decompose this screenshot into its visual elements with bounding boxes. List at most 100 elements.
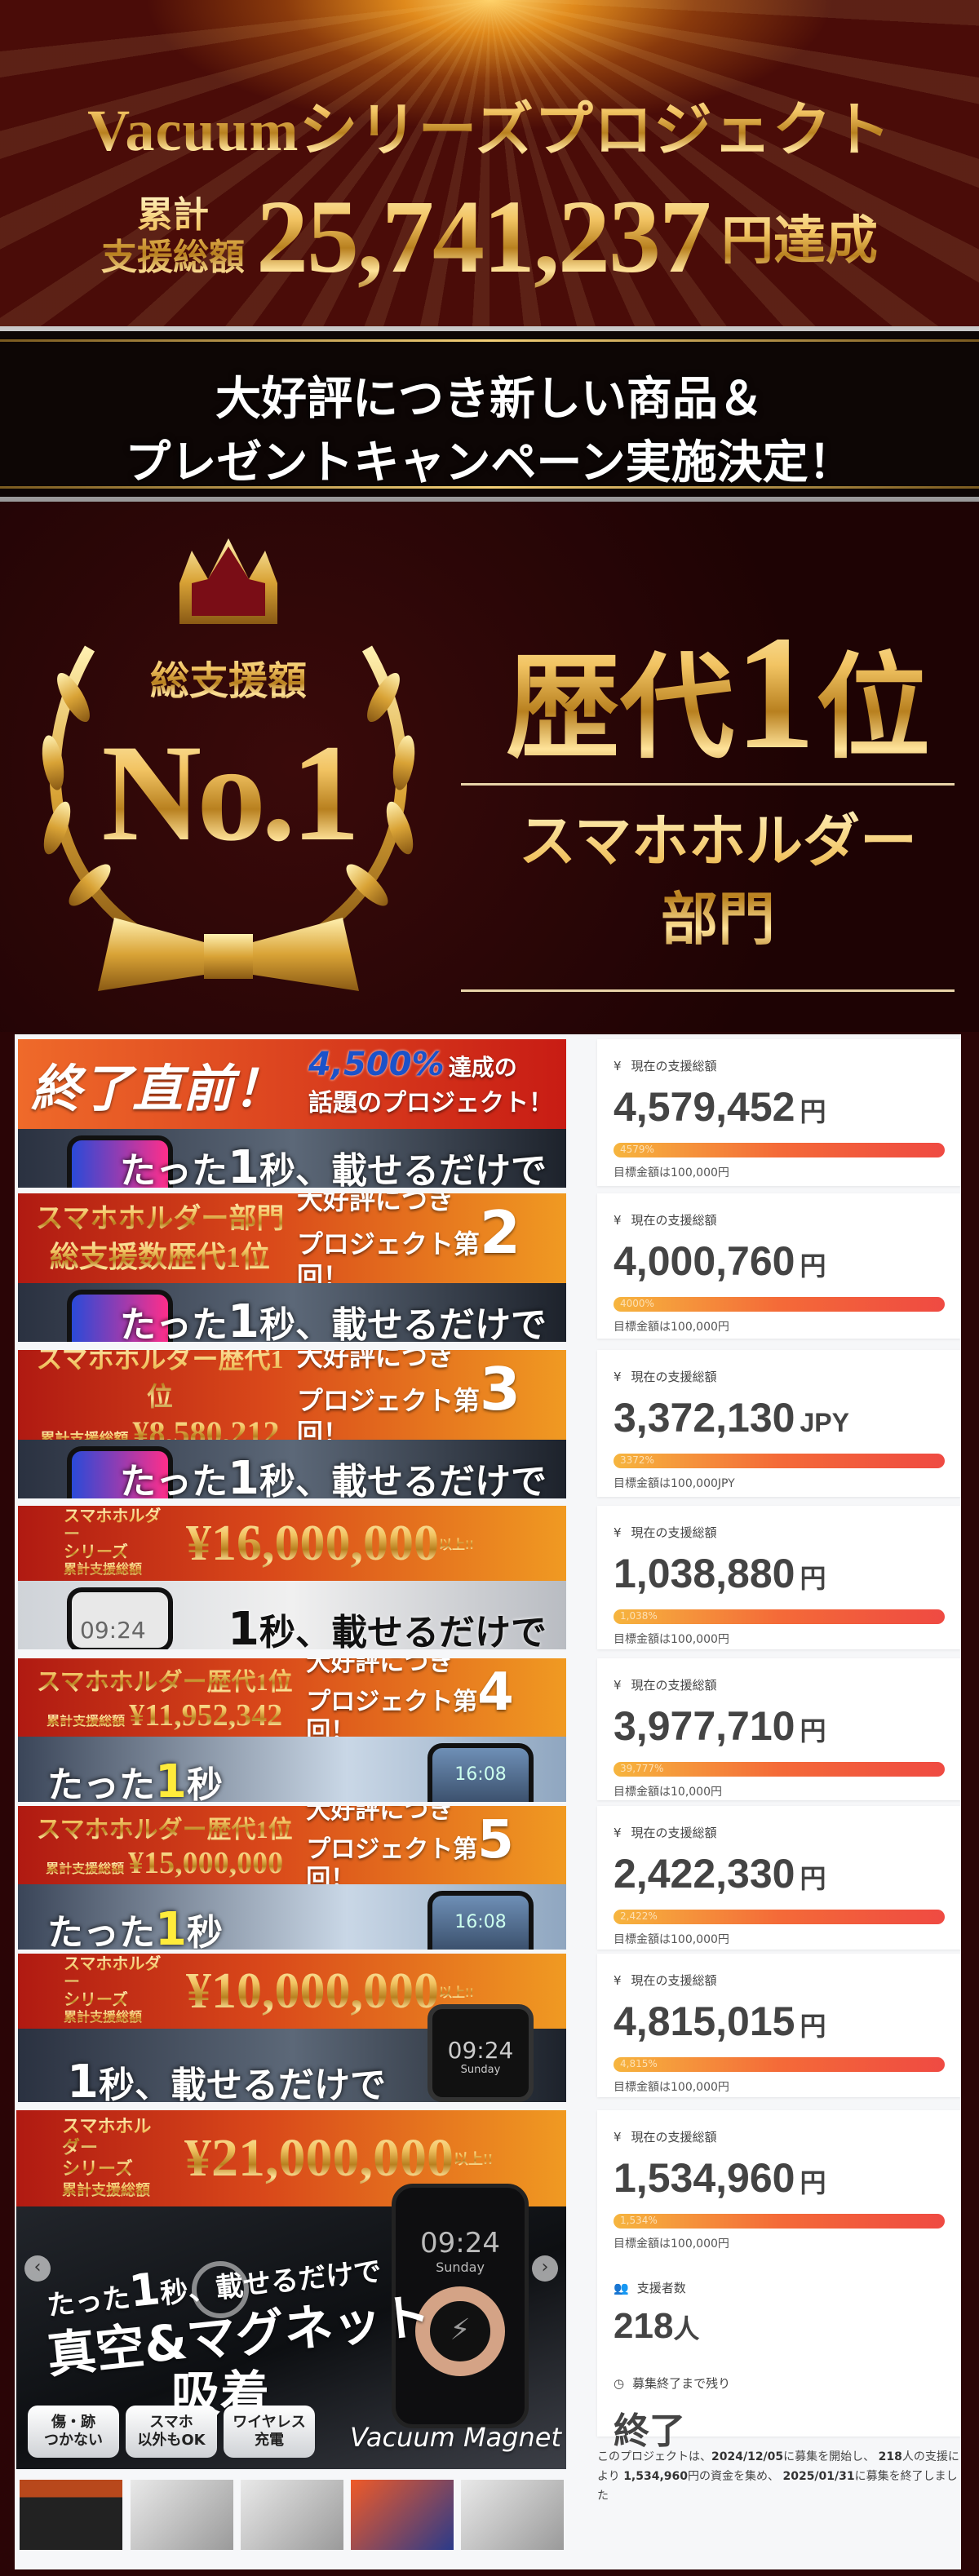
rank-category: スマホホルダー 部門 bbox=[457, 803, 979, 960]
phone-clock: 16:08 bbox=[427, 1891, 534, 1950]
project-text: プロジェクト第 bbox=[296, 1228, 480, 1259]
series-line1: スマホホルダー bbox=[64, 1955, 170, 1991]
goal-amount: 目標金額は100,000JPY bbox=[614, 1477, 735, 1490]
divider bbox=[461, 989, 955, 992]
project-banner-7[interactable]: スマホホルダー シリーズ 累計支援総額 ¥10,000,000 以上!! 09:… bbox=[18, 1954, 566, 2102]
goal-amount: 目標金額は100,000円 bbox=[614, 2081, 729, 2094]
banner-caption: たった1秒、載せるだけで bbox=[120, 1141, 547, 1188]
series-amount: ¥10,000,000 bbox=[186, 1963, 439, 2019]
chevron-left-icon[interactable]: ‹ bbox=[24, 2255, 51, 2282]
phone-day: Sunday bbox=[436, 2260, 485, 2275]
banner-percent: 4,500% bbox=[308, 1046, 445, 1083]
award-block: スマホホルダー歴代1位 累計支援総額 ¥15,000,000 bbox=[31, 1809, 298, 1881]
progress-bar-fill bbox=[614, 1454, 945, 1468]
progress-percent: 2,422% bbox=[620, 1910, 658, 1922]
yen-icon: ¥ bbox=[614, 1677, 622, 1693]
series-line3: 累計支援総額 bbox=[62, 2180, 168, 2201]
project-banner-2[interactable]: スマホホルダー部門 総支援数歴代1位 大好評につき プロジェクト第2回！ たった… bbox=[18, 1193, 566, 1342]
progress-bar-fill bbox=[614, 1910, 945, 1924]
project-text: プロジェクト第 bbox=[306, 1835, 478, 1864]
banner-photo: 16:08 たった1秒 bbox=[18, 1884, 566, 1950]
banner-caption: たった1秒 bbox=[47, 1755, 223, 1802]
project-text: プロジェクト第 bbox=[306, 1688, 478, 1716]
funding-card: ¥ 現在の支援総額 3,977,710 円 39,777% 目標金額は10,000円 bbox=[597, 1658, 961, 1800]
rank-post: 位 bbox=[816, 646, 931, 772]
progress-percent: 3372% bbox=[620, 1454, 654, 1466]
banner-photo: 09:24 Sunday 1秒、載せるだけで bbox=[18, 2004, 566, 2102]
feature-badge: ワイヤレス 充電 bbox=[224, 2406, 315, 2458]
rank-category-line1: スマホホルダー bbox=[519, 811, 917, 874]
popular-text: 大好評につき bbox=[296, 1193, 454, 1215]
series-line1: スマホホルダー bbox=[64, 1507, 170, 1543]
round-number: 5 bbox=[477, 1810, 514, 1870]
thumbnail-4[interactable] bbox=[351, 2480, 454, 2550]
backers-count: 218人 bbox=[614, 2306, 700, 2346]
progress-bar: 4,815% bbox=[614, 2057, 945, 2072]
project-banner-5[interactable]: スマホホルダー歴代1位 累計支援総額 ¥11,952,342 大好評につき プロ… bbox=[18, 1658, 566, 1802]
funding-card: ¥ 現在の支援総額 2,422,330 円 2,422% 目標金額は100,000円 bbox=[597, 1806, 961, 1950]
hero-total-label: 累計 支援総額 bbox=[101, 194, 245, 294]
announcement-line2: プレゼントキャンペーン実施決定！ bbox=[125, 438, 854, 489]
progress-bar-fill bbox=[614, 2057, 945, 2072]
round-number: 4 bbox=[477, 1662, 514, 1723]
award-block: スマホホルダー歴代1位 累計支援総額 ¥11,952,342 bbox=[31, 1662, 298, 1733]
play-video-button[interactable] bbox=[192, 2261, 249, 2318]
hero-label-line1: 累計 bbox=[137, 195, 209, 235]
hero-total: 累計 支援総額 25,741,237 円達成 bbox=[0, 179, 979, 294]
users-icon: 👥 bbox=[614, 2280, 629, 2295]
card-label: ¥ 現在の支援総額 bbox=[614, 1525, 717, 1541]
popular-text: 大好評につき bbox=[306, 1806, 454, 1825]
banner-photo: たった1秒、載せるだけで bbox=[18, 1440, 566, 1498]
progress-bar: 4000% bbox=[614, 1297, 945, 1312]
main-product-carousel[interactable]: スマホホルダー シリーズ 累計支援総額 ¥21,000,000 以上!! 09:… bbox=[16, 2110, 566, 2469]
phone-clock: 16:08 bbox=[427, 1743, 534, 1802]
thumbnail-1[interactable] bbox=[20, 2480, 122, 2550]
announcement-line1: 大好評につき新しい商品＆ bbox=[215, 374, 764, 425]
series-amount: ¥21,000,000 bbox=[184, 2128, 454, 2188]
award-line1: スマホホルダー部門 bbox=[31, 1201, 289, 1238]
award-label: 累計支援総額 bbox=[47, 1715, 126, 1728]
project-summary: このプロジェクトは、2024/12/05に募集を開始し、 218人の支援により … bbox=[597, 2450, 959, 2503]
banner-photo: 16:08 たった1秒 bbox=[18, 1737, 566, 1802]
series-block: スマホホルダー シリーズ 累計支援総額 bbox=[29, 2116, 168, 2201]
phone-image: 09:24 Sunday ⚡ bbox=[392, 2184, 529, 2428]
banner-caption: 1秒、載せるだけで bbox=[67, 2056, 386, 2102]
project-banner-4[interactable]: スマホホルダー シリーズ 累計支援総額 ¥16,000,000 以上!! 09:… bbox=[18, 1506, 566, 1649]
phone-clock: 09:24 bbox=[67, 1587, 173, 1649]
goal-amount: 目標金額は10,000円 bbox=[614, 1786, 722, 1799]
award-block: スマホホルダー部門 総支援数歴代1位 bbox=[31, 1201, 289, 1276]
banner-photo: 09:24 1秒、載せるだけで bbox=[18, 1581, 566, 1649]
thumbnail-3[interactable] bbox=[241, 2480, 343, 2550]
project-banner-1[interactable]: 終了直前！ 4,500% 達成の 話題のプロジェクト！ たった1秒、載せるだけで bbox=[18, 1039, 566, 1188]
project-banner-6[interactable]: スマホホルダー歴代1位 累計支援総額 ¥15,000,000 大好評につき プロ… bbox=[18, 1806, 566, 1950]
yen-icon: ¥ bbox=[614, 1212, 622, 1228]
award-line1: スマホホルダー歴代1位 bbox=[31, 1662, 298, 1697]
feature-badge: 傷・跡 つかない bbox=[28, 2406, 119, 2458]
goal-amount: 目標金額は100,000円 bbox=[614, 1933, 729, 1946]
rank-title: 歴代1位 bbox=[457, 600, 979, 786]
progress-percent: 4,815% bbox=[620, 2058, 658, 2069]
chevron-right-icon[interactable]: › bbox=[532, 2255, 558, 2282]
series-amount-suffix: 以上!! bbox=[454, 2148, 493, 2169]
card-label: ¥ 現在の支援総額 bbox=[614, 1212, 717, 1228]
thumbnail-5[interactable] bbox=[461, 2480, 564, 2550]
hero-total-amount: 25,741,237 bbox=[256, 179, 711, 294]
card-amount: 3,977,710 円 bbox=[614, 1703, 826, 1749]
award-amount: ¥11,952,342 bbox=[129, 1698, 283, 1733]
progress-percent: 1,534% bbox=[620, 2215, 658, 2226]
thumbnail-2[interactable] bbox=[131, 2480, 233, 2550]
series-line2: シリーズ bbox=[62, 2158, 168, 2180]
progress-bar: 4579% bbox=[614, 1143, 945, 1157]
progress-bar-fill bbox=[614, 1297, 945, 1312]
card-amount: 4,579,452 円 bbox=[614, 1084, 826, 1130]
round-block: 大好評につき プロジェクト第3回！ bbox=[297, 1350, 553, 1450]
ranking-badge-section: 総支援額 No.1 歴代1位 スマホホルダー 部門 bbox=[0, 502, 979, 1032]
series-line3: 累計支援総額 bbox=[64, 2009, 170, 2027]
card-label: ¥ 現在の支援総額 bbox=[614, 1369, 717, 1385]
yen-icon: ¥ bbox=[614, 2129, 622, 2144]
funding-card: ¥ 現在の支援総額 1,534,960 円 1,534% 目標金額は100,000円… bbox=[597, 2110, 961, 2451]
project-banner-3[interactable]: スマホホルダー歴代1位 累計支援総額 ¥8,580,212 大好評につき プロジ… bbox=[18, 1350, 566, 1498]
banner-sub1: 達成の bbox=[448, 1054, 517, 1081]
award-line1: スマホホルダー歴代1位 bbox=[31, 1350, 289, 1414]
progress-bar: 1,038% bbox=[614, 1609, 945, 1624]
